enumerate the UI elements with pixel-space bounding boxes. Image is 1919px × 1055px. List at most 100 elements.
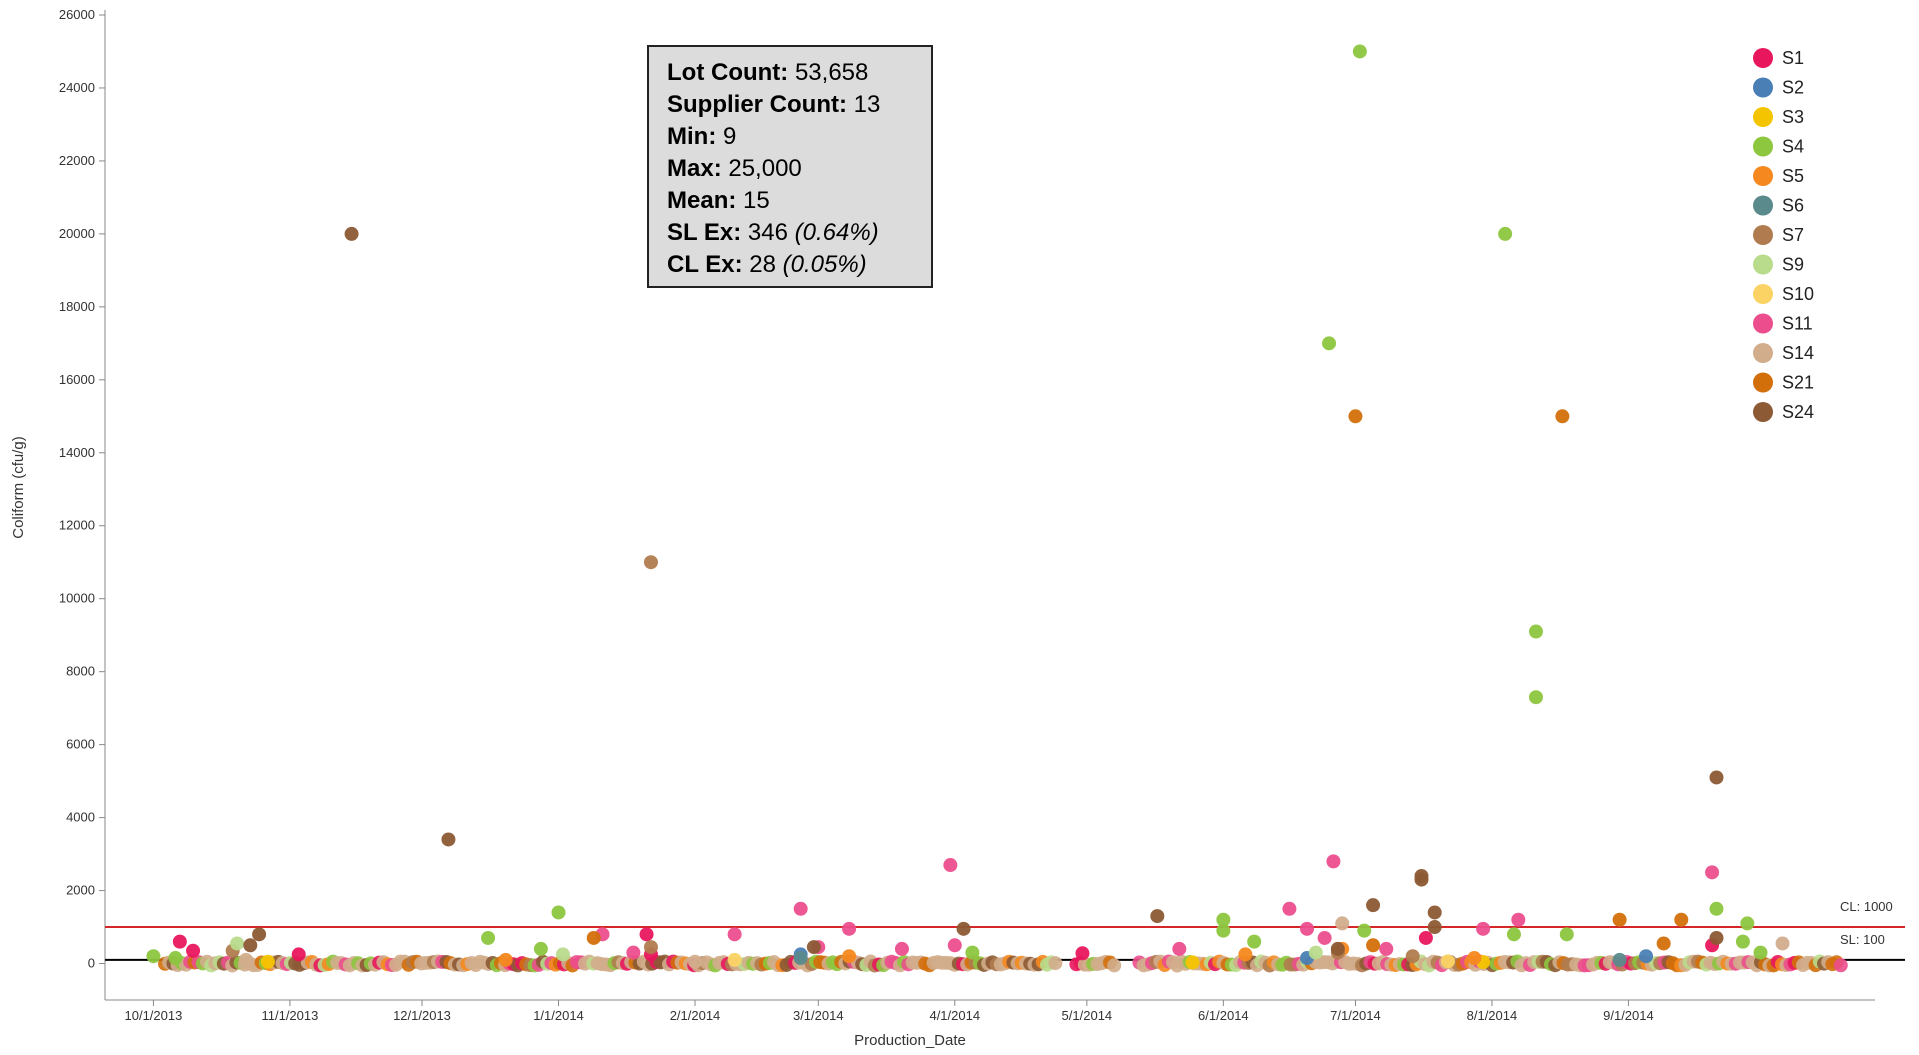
legend-marker-s5 [1753, 166, 1773, 186]
point-s24 [1427, 920, 1442, 935]
point-s7 [643, 555, 658, 570]
point-s4 [146, 949, 161, 964]
point-s4 [551, 905, 566, 920]
y-tick-label: 20000 [59, 226, 95, 241]
legend-label-s4: S4 [1782, 137, 1804, 157]
point-s9 [1308, 945, 1323, 960]
point-s6 [793, 951, 808, 966]
point-s24 [1366, 898, 1381, 913]
legend-label-s5: S5 [1782, 166, 1804, 186]
point-s21 [1348, 409, 1363, 424]
point-s4 [1506, 927, 1521, 942]
point-s24 [1709, 770, 1724, 785]
point-s21 [1656, 936, 1671, 951]
baseline-point [1107, 958, 1122, 973]
point-s1 [1075, 946, 1090, 961]
point-s24 [1709, 930, 1724, 945]
y-tick-label: 18000 [59, 299, 95, 314]
point-s24 [344, 226, 359, 241]
point-s5 [1238, 947, 1253, 962]
point-s4 [1352, 44, 1367, 59]
legend-marker-s9 [1753, 254, 1773, 275]
x-axis-title: Production_Date [854, 1032, 966, 1049]
point-s24 [956, 921, 971, 936]
point-s6 [1612, 952, 1627, 967]
point-s24 [441, 832, 456, 847]
point-s1 [172, 934, 187, 949]
stat-min: Min: 9 [667, 123, 737, 150]
point-s4 [1528, 624, 1543, 639]
legend-marker-s1 [1753, 48, 1773, 68]
point-s14 [688, 954, 702, 969]
y-tick-label: 12000 [59, 518, 95, 533]
x-tick-label: 3/1/2014 [793, 1008, 844, 1023]
point-s4 [965, 945, 980, 960]
x-tick-label: 4/1/2014 [929, 1008, 980, 1023]
y-tick-label: 26000 [59, 7, 95, 22]
y-tick-label: 8000 [66, 664, 95, 679]
point-s4 [1559, 927, 1574, 942]
point-s14 [1775, 936, 1790, 951]
baseline-point [1833, 958, 1848, 973]
point-s5 [842, 949, 857, 964]
legend-label-s1: S1 [1782, 48, 1804, 68]
stat-cl-exceed: CL Ex: 28 (0.05%) [667, 251, 867, 278]
point-s7 [643, 940, 658, 955]
stat-mean: Mean: 15 [667, 187, 770, 214]
legend-marker-s14 [1753, 343, 1773, 363]
legend-marker-s6 [1753, 195, 1773, 216]
point-s1 [186, 943, 201, 958]
point-s4 [1498, 226, 1513, 241]
legend-label-s7: S7 [1782, 225, 1804, 245]
point-s11 [727, 927, 742, 942]
point-s11 [894, 941, 909, 956]
point-s10 [727, 952, 742, 967]
x-tick-label: 6/1/2014 [1198, 1008, 1249, 1023]
point-s11 [1705, 865, 1720, 880]
stat-sl-exceed: SL Ex: 346 (0.64%) [667, 219, 879, 246]
point-s4 [1247, 934, 1262, 949]
x-tick-label: 10/1/2013 [125, 1008, 183, 1023]
point-s4 [1357, 923, 1372, 938]
point-s9 [230, 936, 245, 951]
legend-marker-s4 [1753, 136, 1773, 157]
point-s4 [1740, 916, 1755, 931]
point-s24 [1150, 909, 1165, 924]
x-tick-label: 11/1/2013 [261, 1008, 318, 1023]
y-tick-label: 16000 [59, 372, 95, 387]
point-s10 [1440, 954, 1455, 969]
stat-lot-count: Lot Count: 53,658 [667, 59, 869, 86]
point-s5 [498, 952, 513, 967]
point-s24 [243, 938, 258, 953]
point-s11 [842, 921, 857, 936]
point-s4 [1528, 690, 1543, 705]
point-s4 [481, 930, 496, 945]
y-tick-label: 4000 [66, 810, 95, 825]
point-s4 [1735, 934, 1750, 949]
cl-reference-label: CL: 1000 [1840, 899, 1893, 914]
legend-marker-s2 [1753, 77, 1773, 98]
legend-marker-s11 [1753, 313, 1773, 334]
x-tick-label: 2/1/2014 [670, 1008, 721, 1023]
point-s24 [1427, 905, 1442, 920]
legend-marker-s3 [1753, 107, 1773, 127]
point-s11 [947, 938, 962, 953]
point-s11 [626, 945, 641, 960]
point-s2 [1639, 949, 1654, 964]
x-tick-label: 1/1/2014 [533, 1008, 584, 1023]
x-tick-label: 12/1/2013 [393, 1008, 451, 1023]
y-tick-label: 14000 [59, 445, 95, 460]
point-s1 [639, 927, 654, 942]
point-s24 [252, 927, 267, 942]
legend-label-s14: S14 [1782, 343, 1814, 363]
point-s21 [1612, 912, 1627, 927]
point-s4 [1753, 945, 1768, 960]
legend-label-s9: S9 [1782, 255, 1804, 275]
legend-label-s10: S10 [1782, 284, 1814, 304]
point-s21 [586, 930, 601, 945]
y-tick-label: 6000 [66, 737, 95, 752]
point-s4 [1216, 923, 1231, 938]
point-s1 [1418, 930, 1433, 945]
y-tick-label: 22000 [59, 153, 95, 168]
